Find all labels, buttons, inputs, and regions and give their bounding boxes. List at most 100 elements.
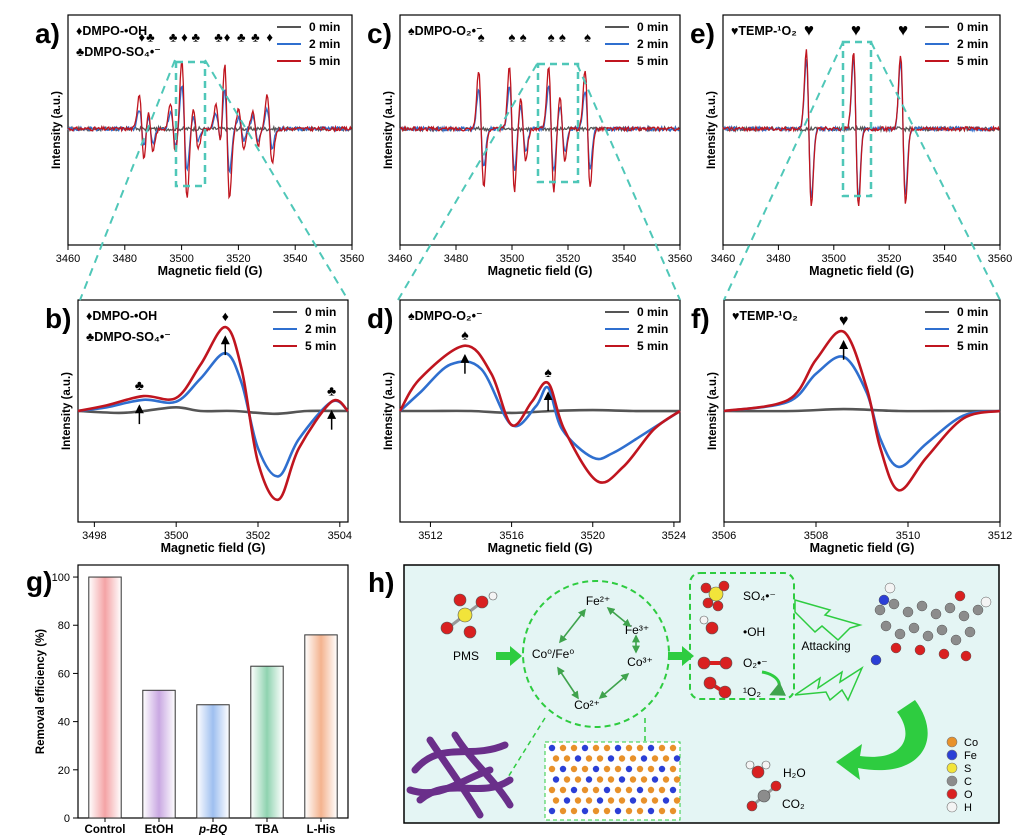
panel-label: e) (690, 18, 715, 49)
legend-label: 2 min (957, 322, 988, 336)
species-label: ♠DMPO-O₂•⁻ (408, 309, 483, 323)
lattice-atom (559, 807, 567, 815)
lattice-atom (662, 755, 670, 762)
h2o-label: H₂O (783, 766, 806, 780)
peak-marker: ♠ (548, 29, 555, 44)
lattice-atom (647, 786, 655, 794)
x-tick-label: 3460 (711, 253, 735, 265)
x-tick-label: 3516 (499, 530, 523, 542)
x-tick-label: 3540 (932, 253, 956, 265)
curve-5-min (723, 329, 1001, 492)
x-tick-label: 3480 (113, 253, 137, 265)
atom (703, 676, 717, 690)
y-axis-label: Intensity (a.u.) (51, 91, 63, 169)
lattice-atom (596, 776, 604, 783)
cycle-arrow (557, 666, 579, 700)
lattice-atom (640, 797, 648, 804)
lattice-atom (559, 765, 567, 773)
lattice-atom (669, 807, 677, 815)
lattice-atom (651, 776, 659, 783)
lattice-atom (673, 776, 681, 783)
lattice-atom (636, 744, 644, 752)
legend-label: C (964, 776, 972, 788)
y-tick-label: 0 (64, 813, 70, 825)
lattice-atom (618, 755, 626, 762)
lattice-atom (629, 755, 637, 762)
legend-label: 5 min (957, 54, 988, 68)
radical-label: •OH (743, 625, 765, 639)
lattice-atom (636, 807, 644, 815)
zoom-box (174, 60, 207, 188)
curve-2-min (77, 351, 349, 478)
legend-label: 5 min (637, 54, 668, 68)
molecule-atom (890, 642, 902, 654)
legend-label: 5 min (957, 339, 988, 353)
atom (475, 595, 489, 609)
lattice-atom (548, 807, 556, 815)
lattice-atom (552, 776, 560, 783)
x-tick-label: 3510 (896, 530, 920, 542)
lattice-atom (552, 755, 560, 762)
lattice-atom (625, 765, 633, 773)
y-axis-label: Removal efficiency (%) (35, 629, 47, 754)
atom (440, 621, 454, 635)
y-tick-label: 20 (58, 765, 70, 777)
x-tick-label: 3504 (328, 530, 352, 542)
species-label: ♦DMPO-•OH (86, 309, 157, 323)
lattice-atom (658, 807, 666, 815)
lattice-atom (581, 765, 589, 773)
atom (457, 607, 473, 623)
lattice-atom (552, 797, 560, 804)
molecule-atom (964, 626, 976, 638)
lattice-atom (581, 786, 589, 794)
species-label: ♦DMPO-•OH (76, 24, 147, 38)
x-tick-label: 3500 (500, 253, 524, 265)
peak-marker: ♣ (192, 29, 201, 44)
lattice-atom (614, 744, 622, 752)
lattice-atom (592, 786, 600, 794)
molecule-atom (908, 622, 920, 634)
atom (718, 580, 730, 592)
peak-marker: ♥ (898, 20, 908, 39)
legend-label: 5 min (309, 54, 340, 68)
atom (705, 621, 719, 635)
peak-marker: ♣ (146, 29, 155, 44)
lattice-atom (658, 744, 666, 752)
lattice-atom (640, 755, 648, 762)
x-tick-label: 3500 (164, 530, 188, 542)
curve-0-min (399, 408, 681, 415)
x-tick-label: 3502 (246, 530, 270, 542)
y-axis-label: Intensity (a.u.) (61, 372, 73, 450)
lattice-atom (559, 744, 567, 752)
lattice-atom (662, 797, 670, 804)
lattice-atom (651, 797, 659, 804)
legend-atom (946, 736, 958, 748)
atom (712, 600, 724, 612)
lattice-atom (618, 776, 626, 783)
x-tick-label: 3520 (581, 530, 605, 542)
legend-label: 2 min (309, 37, 340, 51)
cycle-arrow (598, 672, 630, 700)
lattice-atom (669, 744, 677, 752)
molecule-atom (922, 630, 934, 642)
redox-cycle (522, 580, 670, 728)
legend-atom (946, 762, 958, 774)
atom (718, 685, 732, 699)
curve-5-min (77, 325, 349, 501)
y-tick-label: 100 (52, 572, 70, 584)
x-tick-label: 3500 (822, 253, 846, 265)
peak-marker: ♥ (804, 20, 814, 39)
lattice-atom (640, 776, 648, 783)
peak-marker: ♦ (181, 29, 188, 44)
lattice-atom (603, 786, 611, 794)
legend-label: O (964, 789, 973, 801)
legend-label: 2 min (637, 322, 668, 336)
molecule-atom (894, 628, 906, 640)
lattice-atom (585, 797, 593, 804)
x-tick-label: 3480 (444, 253, 468, 265)
atom (751, 765, 765, 779)
peak-marker: ♣ (135, 377, 144, 393)
legend-label: H (964, 802, 972, 814)
lattice-atom (592, 765, 600, 773)
conversion-arrow (761, 670, 787, 696)
